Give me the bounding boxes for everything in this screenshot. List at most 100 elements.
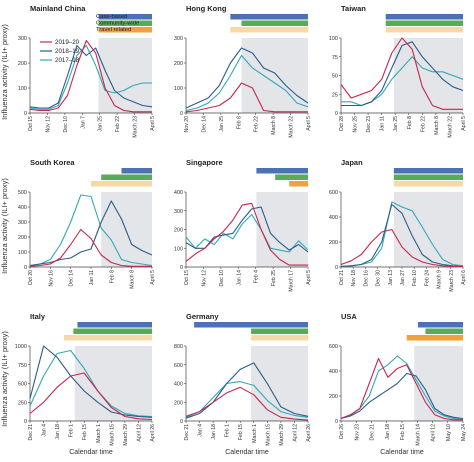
y-tick-label: 500 [18,382,27,388]
y-tick-label: 600 [329,190,338,196]
x-tick-label: Jan 4 [198,424,204,437]
x-tick-label: April 26 [150,424,156,442]
panel-germany: Germany 0 200 400 600 800 Dec 21 Jan 4 Jan 18 Feb… [174,312,312,456]
x-tick-label: Dec 14 [69,270,75,287]
intervention-bar [393,174,463,180]
x-tick-label: Jan 25 [219,116,225,132]
intervention-legend-label: Case-based [96,14,127,20]
series-line-2018–19 [29,200,153,267]
y-tick-label: 500 [18,190,27,196]
y-axis-label-row3: Influenza activity (ILI+ proxy) [0,331,9,427]
series-line-2019–20 [185,202,308,266]
y-tick-label: 600 [174,363,183,369]
x-tick-label: Oct 15 [28,116,34,131]
y-tick-label: 0 [180,265,183,271]
x-tick-label: March 23 [449,270,455,292]
y-tick-label: 300 [174,209,183,215]
y-tick-label: 300 [18,220,27,226]
intervention-bar [73,328,152,334]
intervention-bar [230,14,308,20]
intervention-bar [406,335,463,341]
panel-italy: Italy 0 250 500 750 1000 Dec 21 Jan 4 Jan 18 Feb … [15,312,156,456]
panel-singapore: Singapore 0 100 200 300 400 Oct 15 Nov 12 Dec 10… [174,158,312,292]
x-tick-label: Dec 30 [376,270,382,287]
intervention-bar [393,168,463,174]
y-tick-label: 100 [18,250,27,256]
intervention-shade [101,192,152,267]
x-tick-label: March 8 [130,270,136,289]
series-line-2019–20 [29,228,152,267]
intervention-bar [385,27,463,33]
x-tick-label: Feb 8 [236,116,242,129]
y-tick-label: 0 [180,419,183,425]
y-tick-label: 75 [332,55,338,61]
x-tick-label: March 1 [252,424,258,443]
intervention-bar [77,322,152,328]
x-tick-label: Dec 16 [363,270,369,287]
x-tick-label: Feb 8 [109,270,115,283]
x-tick-label: Feb 22 [115,116,121,132]
x-tick-label: Feb 10 [412,270,418,286]
x-tick-label: Jan 11 [89,270,95,285]
x-tick-label: Nov 23 [354,424,360,441]
intervention-shade [251,346,308,421]
x-tick-label: Nov 20 [184,116,190,133]
series-line-2018–19 [340,203,464,267]
intervention-shade [74,346,152,421]
panel-usa: USA 0 200 400 600 Oct 26 Nov 23 Dec 21 Jan 18 Feb… [329,312,467,456]
x-tick-label: April 12 [292,424,298,442]
x-tick-label: March 22 [289,116,295,138]
x-tick-label: April 5 [306,270,312,285]
intervention-bar [417,322,463,328]
y-tick-label: 200 [174,400,183,406]
x-tick-label: Feb 22 [420,116,426,132]
x-tick-label: March 8 [271,116,277,135]
series-line-2019–20 [340,37,463,110]
x-tick-label: Dec 21 [370,424,376,441]
x-tick-label: Dec 14 [201,116,207,133]
y-tick-label: 400 [18,205,27,211]
x-tick-label: Feb 4 [254,270,260,283]
x-tick-label: April 5 [306,116,312,131]
series-line-2019–20 [185,82,308,113]
intervention-bar [98,14,152,20]
series-line-2018–19 [341,41,464,107]
x-tick-label: Dec 21 [28,424,34,441]
y-tick-label: 0 [335,111,338,117]
series-line-2019–20 [29,372,153,421]
x-tick-label: Jan 18 [385,424,391,440]
intervention-shade [414,346,463,421]
y-tick-label: 200 [329,240,338,246]
series-line-2019–20 [185,386,309,421]
x-tick-label: Feb 24 [424,270,430,286]
season-legend-label: 2018–19 [55,48,80,55]
y-axis-label-row1: Influenza activity (ILI+ proxy) [0,24,9,120]
series-line-2017–18 [29,194,153,267]
intervention-shade [241,38,308,113]
intervention-shade [98,38,152,113]
x-tick-label: Jan 27 [400,270,406,286]
panel-title: Singapore [186,158,223,167]
x-tick-label: March 9 [437,270,443,289]
series-line-2019–20 [29,39,152,113]
x-tick-label: March 17 [289,270,295,292]
y-tick-label: 100 [174,246,183,252]
x-tick-label: Jan 13 [388,270,394,286]
panel-hong-kong: Hong Kong 0 100 200 300 Nov 20 Dec 14 Jan 25 Feb… [174,4,312,138]
y-tick-label: 0 [24,111,27,117]
intervention-shade [256,192,308,267]
x-tick-label: April 12 [136,424,142,442]
intervention-bar [251,335,308,341]
y-tick-label: 600 [329,344,338,350]
x-tick-label: Feb 1 [225,424,231,437]
season-legend-label: 2019–20 [55,39,80,46]
x-tick-label: Oct 20 [28,270,34,285]
x-tick-label: Nov 12 [45,116,51,133]
intervention-bar [121,168,152,174]
x-tick-label: March 29 [123,424,129,446]
x-tick-label: Feb 25 [271,270,277,286]
series-line-2019–20 [340,228,463,267]
x-tick-label: May 10 [446,424,452,441]
y-tick-label: 200 [18,61,27,67]
